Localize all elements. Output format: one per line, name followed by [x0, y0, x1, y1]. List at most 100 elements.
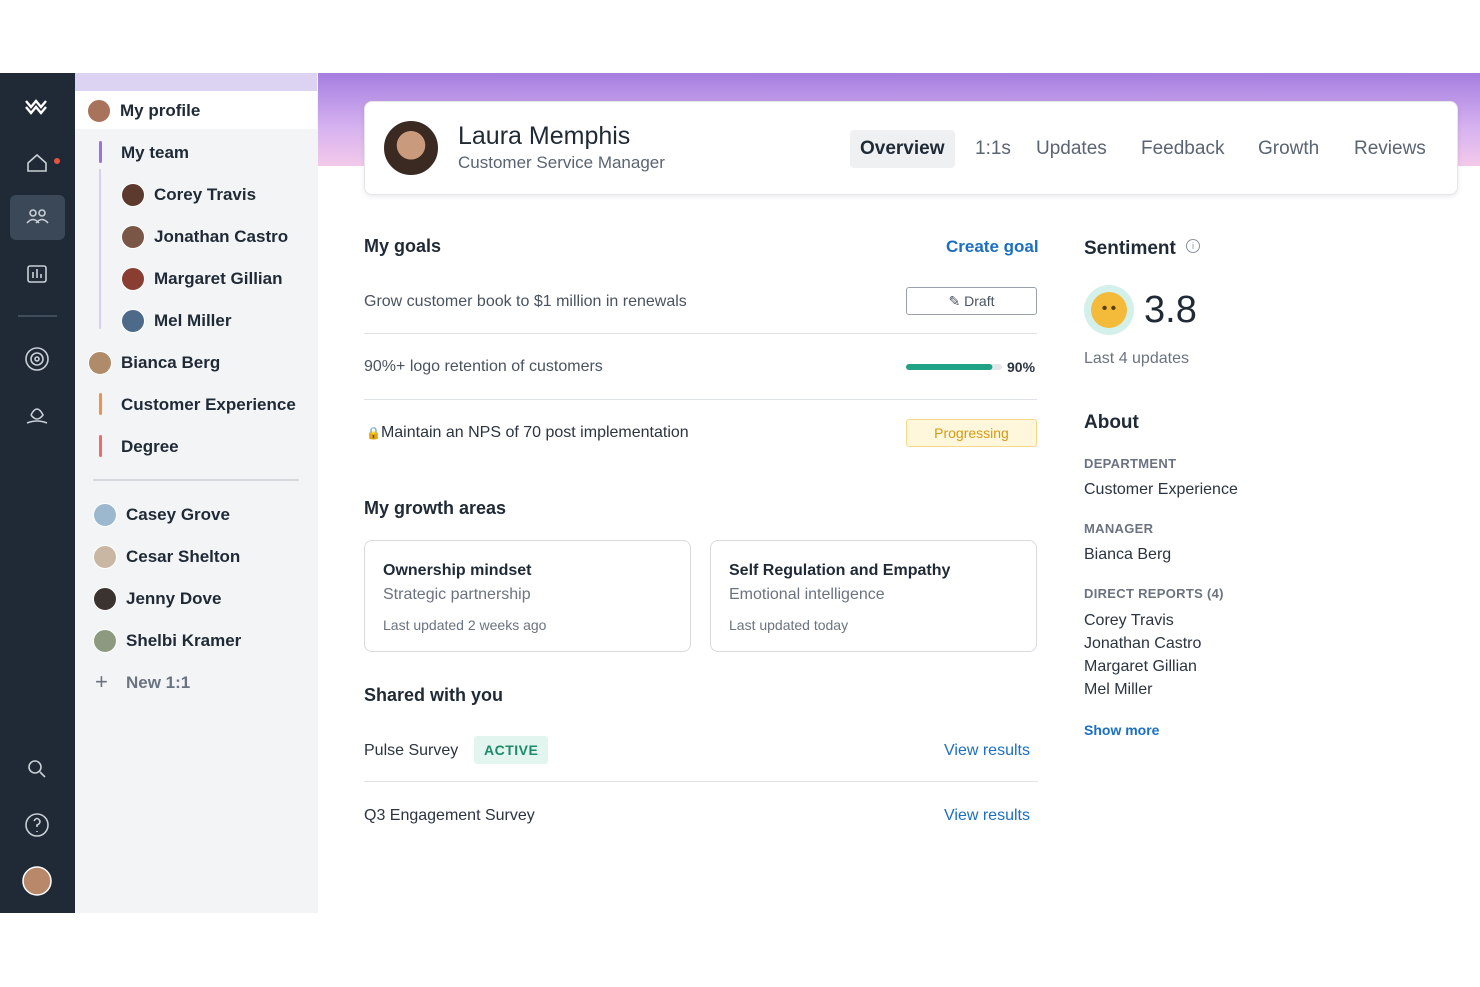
card-subtitle: Strategic partnership: [383, 586, 531, 603]
field-value: Bianca Berg: [1084, 546, 1172, 563]
avatar: [93, 629, 117, 653]
growth-icon[interactable]: [26, 408, 48, 424]
avatar: [121, 225, 145, 249]
nav-item[interactable]: Mel Miller: [154, 311, 232, 330]
goal-text[interactable]: 🔒Maintain an NPS of 70 post implementati…: [366, 424, 689, 442]
sparkline: [1244, 273, 1460, 343]
divider: [93, 479, 299, 481]
tab[interactable]: Growth: [1258, 138, 1320, 159]
sentiment-caption: Last 4 updates: [1084, 350, 1189, 367]
active-badge: ACTIVE: [474, 736, 549, 764]
notification-dot: [54, 158, 60, 164]
nav-item[interactable]: Casey Grove: [126, 505, 230, 524]
user-avatar[interactable]: [22, 866, 52, 896]
avatar: [121, 267, 145, 291]
section-title: Shared with you: [364, 685, 504, 705]
new-one-on-one[interactable]: New 1:1: [126, 673, 191, 692]
nav-item[interactable]: My team: [121, 143, 190, 162]
reports-icon[interactable]: [27, 265, 47, 283]
avatar: [93, 503, 117, 527]
field-value: Margaret Gillian: [1084, 658, 1197, 675]
app: My profile My team Corey Travis Jonathan…: [0, 73, 1480, 913]
nav-item[interactable]: Bianca Berg: [121, 353, 221, 372]
card-updated: Last updated today: [729, 617, 849, 633]
nav-item[interactable]: Shelbi Kramer: [126, 631, 242, 650]
nav-item[interactable]: Corey Travis: [154, 185, 257, 204]
tab[interactable]: Overview: [850, 130, 955, 168]
main: Laura Memphis Customer Service Manager O…: [318, 73, 1480, 913]
logo[interactable]: [25, 99, 47, 115]
nav-item[interactable]: Margaret Gillian: [154, 269, 283, 288]
section-title: My growth areas: [364, 498, 507, 518]
draft-badge: ✎ Draft: [906, 287, 1037, 315]
field-label: DEPARTMENT: [1084, 456, 1177, 471]
home-icon[interactable]: [27, 153, 47, 172]
help-icon[interactable]: [25, 813, 49, 837]
team-icon-bg[interactable]: [10, 195, 65, 240]
nav-item[interactable]: My profile: [120, 101, 201, 120]
nav-item[interactable]: Customer Experience: [121, 395, 296, 414]
survey-name: Q3 Engagement Survey: [364, 807, 535, 824]
plus-icon: +: [95, 669, 108, 694]
divider: [364, 333, 1037, 334]
nav-rail: [0, 73, 75, 913]
field-label: DIRECT REPORTS (4): [1084, 586, 1224, 601]
divider: [364, 399, 1037, 400]
section-title: Sentiment: [1084, 238, 1176, 259]
tab[interactable]: 1:1s: [975, 138, 1011, 159]
progress-label: 90%: [1007, 359, 1036, 375]
card-subtitle: Emotional intelligence: [729, 586, 885, 603]
sidebar: My profile My team Corey Travis Jonathan…: [75, 73, 319, 913]
field-value: Customer Experience: [1084, 481, 1238, 498]
avatar: [93, 545, 117, 569]
profile-card: Laura Memphis Customer Service Manager O…: [364, 101, 1458, 195]
tab[interactable]: Reviews: [1354, 138, 1426, 159]
survey-name: Pulse Survey: [364, 742, 459, 759]
progress-track: [906, 364, 1002, 370]
card-updated: Last updated 2 weeks ago: [383, 617, 547, 633]
growth-card[interactable]: Self Regulation and Empathy Emotional in…: [710, 540, 1037, 652]
show-more[interactable]: Show more: [1084, 722, 1160, 738]
card-title: Ownership mindset: [383, 562, 532, 579]
lock-icon: 🔒: [366, 426, 381, 440]
profile-title: Customer Service Manager: [458, 153, 665, 172]
info-icon[interactable]: i: [1186, 239, 1200, 253]
nav-item[interactable]: Jonathan Castro: [154, 227, 289, 246]
create-goal[interactable]: Create goal: [946, 237, 1039, 256]
divider: [364, 781, 1038, 782]
accent: [99, 435, 102, 457]
selected-row: [75, 91, 317, 129]
sidebar-top: [75, 73, 317, 91]
nav-icons: [10, 99, 65, 896]
sentiment-score: 3.8: [1144, 289, 1197, 331]
mood-face: • •: [1091, 292, 1127, 328]
view-results[interactable]: View results: [944, 742, 1030, 759]
progress-fill: [906, 364, 993, 370]
profile-avatar: [383, 120, 439, 176]
avatar: [87, 99, 111, 123]
nav-item[interactable]: Jenny Dove: [126, 589, 222, 608]
nav-item[interactable]: Degree: [121, 437, 179, 456]
growth-card[interactable]: Ownership mindset Strategic partnership …: [364, 540, 691, 652]
field-label: MANAGER: [1084, 521, 1154, 536]
goal-label: Maintain an NPS of 70 post implementatio…: [380, 424, 689, 441]
goal-text[interactable]: Grow customer book to $1 million in rene…: [364, 293, 687, 310]
goal-text[interactable]: 90%+ logo retention of customers: [364, 358, 603, 375]
accent: [99, 141, 102, 163]
search-icon[interactable]: [28, 760, 42, 774]
field-value: Mel Miller: [1084, 681, 1153, 698]
tab[interactable]: Updates: [1036, 138, 1107, 159]
avatar: [121, 309, 145, 333]
status-badge: Progressing: [906, 419, 1037, 447]
goals-icon[interactable]: [25, 347, 49, 371]
field-value: Jonathan Castro: [1084, 635, 1202, 652]
avatar: [121, 183, 145, 207]
mood-ring: • •: [1084, 285, 1134, 335]
view-results[interactable]: View results: [944, 807, 1030, 824]
tree-line: [99, 169, 101, 329]
section-title: About: [1084, 412, 1139, 433]
tab[interactable]: Feedback: [1141, 138, 1225, 159]
nav-item[interactable]: Cesar Shelton: [126, 547, 241, 566]
section-title: My goals: [364, 236, 442, 256]
profile-name: Laura Memphis: [458, 122, 631, 150]
